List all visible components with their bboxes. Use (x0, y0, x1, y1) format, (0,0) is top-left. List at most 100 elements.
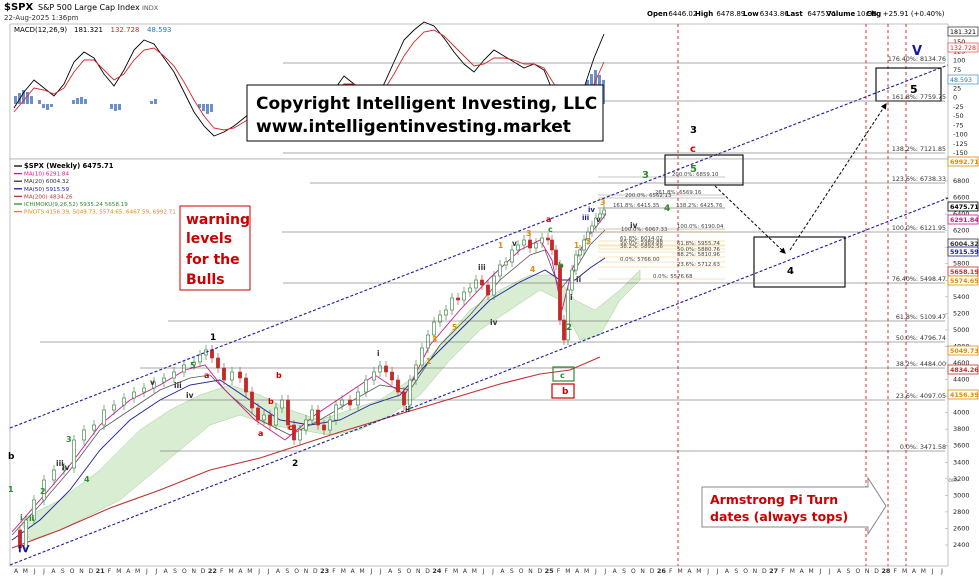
legend-entry: ICHIMOKU(9,26,52) 5935.24 5658.19 (24, 202, 128, 208)
price-badge-text: 6992.71 (950, 159, 979, 166)
time-tick-label: S (173, 568, 177, 575)
time-tick-label: A (613, 568, 618, 575)
macd-legend-value: 48.593 (147, 26, 172, 34)
price-tick-label: 6400 (953, 210, 970, 218)
macd-legend-label: MACD(12,26,9) (14, 26, 67, 34)
time-tick-label: M (453, 568, 458, 575)
wave-label: i (570, 293, 573, 302)
candle-body (534, 242, 538, 249)
time-tick-label: A (276, 568, 281, 575)
candle-body (558, 264, 562, 321)
legend-entry: MA(10) 6291.84 (24, 172, 69, 178)
orange-wave-marker: 3 (432, 335, 437, 344)
time-tick-label: M (135, 568, 140, 575)
candle-body (162, 377, 166, 383)
legend-entry: PIVOTS 4156.39, 5049.73, 5574.65, 6467.5… (24, 210, 176, 216)
orange-wave-marker: 4 (530, 265, 535, 274)
wave-label: c (548, 225, 553, 234)
time-tick-label: S (510, 568, 514, 575)
price-tick-label: 4000 (953, 409, 970, 417)
macd-badge-text: 48.593 (950, 77, 972, 84)
ohlc-value: 6446.02 (668, 10, 697, 18)
candle-body (230, 371, 234, 381)
inner-fib-label: 200.0%: 6859.10 (672, 172, 719, 178)
time-tick-label: F (894, 568, 898, 575)
candle-body (384, 365, 388, 373)
candle-body (574, 254, 578, 271)
time-tick-label: A (575, 568, 580, 575)
candle-body (510, 249, 514, 263)
price-tick-label: 2400 (953, 541, 970, 549)
time-tick-label: M (359, 568, 364, 575)
macd-tick-label: 75 (953, 66, 961, 74)
price-badge (947, 214, 979, 225)
time-tick-label: 21 (96, 567, 106, 575)
candle-body (474, 279, 478, 289)
candle-body (18, 529, 22, 549)
copyright-line-1: Copyright Intelligent Investing, LLC (256, 94, 597, 114)
candle-body (24, 519, 28, 549)
wave-label: 4 (84, 475, 90, 484)
time-tick-label: J (491, 568, 494, 575)
price-tick-label: 3800 (953, 425, 970, 433)
time-tick-label: D (425, 568, 430, 575)
time-tick-label: M (696, 568, 701, 575)
ohlc-label: Low (743, 10, 759, 18)
macd-tick-label: -150 (953, 149, 968, 157)
fib-level-label: 123.6%: 6738.33 (892, 176, 946, 183)
price-tick-label: 4600 (953, 359, 970, 367)
candle-body (578, 249, 582, 256)
projection-arrow-down (714, 185, 786, 254)
orange-wave-marker: 1 (498, 241, 503, 250)
time-tick-label: A (837, 568, 842, 575)
inner-fib-label: 161.8%: 6415.35 (613, 203, 659, 209)
time-tick-label: F (781, 568, 785, 575)
fib-level-label: 0.0%: 3471.58 (900, 444, 946, 451)
wave-label: 2 (40, 487, 46, 496)
price-tick-label: 5200 (953, 309, 970, 317)
macd-badge-text: 181.321 (950, 29, 976, 36)
time-tick-label: J (706, 568, 709, 575)
candle-body (32, 499, 36, 521)
wave-label: 4 (664, 204, 670, 214)
symbol-title: $SPX (4, 2, 33, 13)
weekly-candles (18, 205, 606, 553)
price-tick-label: 4400 (953, 376, 970, 384)
inner-fib-label: 38.2%: 5810.96 (677, 252, 721, 258)
candle-body (498, 264, 502, 277)
candle-body (198, 354, 202, 363)
candle-body (550, 239, 554, 251)
candle-body (52, 469, 56, 481)
candle-body (132, 391, 136, 399)
wave-label: iii (174, 381, 182, 390)
time-tick-label: A (14, 568, 19, 575)
channel-lower-line (9, 197, 949, 566)
macd-tick-label: 100 (953, 57, 965, 65)
wave-label: 1 (8, 485, 14, 494)
price-tick-label: 5000 (953, 326, 970, 334)
time-tick-label: S (734, 568, 738, 575)
macd-tick-label: 150 (953, 38, 965, 46)
price-badge (947, 156, 979, 167)
candle-body (504, 261, 508, 266)
legend-entry: MA(20) 6004.32 (24, 179, 69, 185)
ohlc-value: 6478.89 (716, 10, 745, 18)
price-tick-label: 6600 (953, 194, 970, 202)
time-tick-label: O (855, 568, 860, 575)
time-tick-label: O (519, 568, 524, 575)
time-tick-label: N (79, 568, 84, 575)
wave-label: v (512, 239, 517, 248)
time-tick-label: J (257, 568, 260, 575)
time-tick-label: F (332, 568, 336, 575)
candle-body (72, 439, 76, 469)
time-tick-label: D (650, 568, 655, 575)
price-badge-text: 6291.84 (950, 217, 979, 224)
candle-body (286, 399, 290, 426)
candle-body (262, 414, 266, 421)
candle-body (356, 391, 360, 406)
wave-label: V (912, 44, 922, 59)
fib-level-label: 23.6%: 4097.05 (896, 393, 946, 400)
wave-label: b (558, 261, 564, 270)
